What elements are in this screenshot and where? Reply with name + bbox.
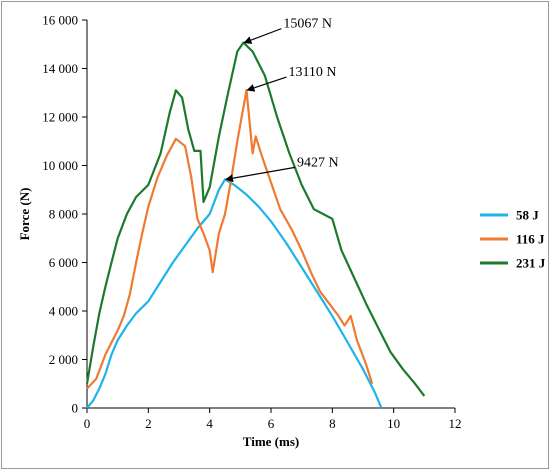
y-tick-label: 12 000 bbox=[42, 110, 78, 125]
x-tick-label: 8 bbox=[329, 416, 336, 431]
annotation-arrow bbox=[246, 76, 287, 92]
x-tick-label: 0 bbox=[84, 416, 91, 431]
series-line-231-j bbox=[85, 41, 426, 397]
y-tick-label: 2 000 bbox=[49, 352, 78, 367]
y-axis-title: Force (N) bbox=[17, 188, 32, 241]
x-tick-label: 2 bbox=[145, 416, 152, 431]
annotation-label: 13110 N bbox=[288, 65, 336, 80]
axes: 0 2 4 6 8 10 12 0 2 000 4 000 6 000 8 000 10 000 12 0… bbox=[42, 13, 461, 432]
annotation-label: 9427 N bbox=[297, 155, 339, 170]
y-tick-label: 0 bbox=[72, 401, 79, 416]
x-tick-label: 4 bbox=[206, 416, 213, 431]
y-tick-label: 16 000 bbox=[42, 13, 78, 28]
annotation-arrow bbox=[243, 28, 282, 44]
y-tick-label: 14 000 bbox=[42, 61, 78, 76]
series-line-116-j bbox=[86, 89, 374, 390]
y-tick-label: 8 000 bbox=[49, 207, 78, 222]
y-tick-label: 10 000 bbox=[42, 158, 78, 173]
annotation-arrow bbox=[225, 166, 296, 183]
x-axis-title: Time (ms) bbox=[243, 434, 299, 449]
x-tick-label: 10 bbox=[387, 416, 400, 431]
legend-label: 58 J bbox=[516, 208, 539, 223]
series-layer bbox=[85, 41, 426, 409]
x-tick-label: 6 bbox=[268, 416, 275, 431]
annotation-label: 15067 N bbox=[283, 17, 332, 32]
legend: 58 J 116 J 231 J bbox=[480, 208, 546, 271]
annotation-layer: 15067 N 13110 N 9427 N bbox=[225, 17, 339, 183]
y-tick-label: 4 000 bbox=[49, 304, 78, 319]
y-tick-label: 6 000 bbox=[49, 255, 78, 270]
legend-label: 231 J bbox=[516, 256, 546, 271]
series-line-58-j bbox=[86, 178, 383, 409]
legend-label: 116 J bbox=[516, 232, 545, 247]
x-tick-label: 12 bbox=[449, 416, 462, 431]
